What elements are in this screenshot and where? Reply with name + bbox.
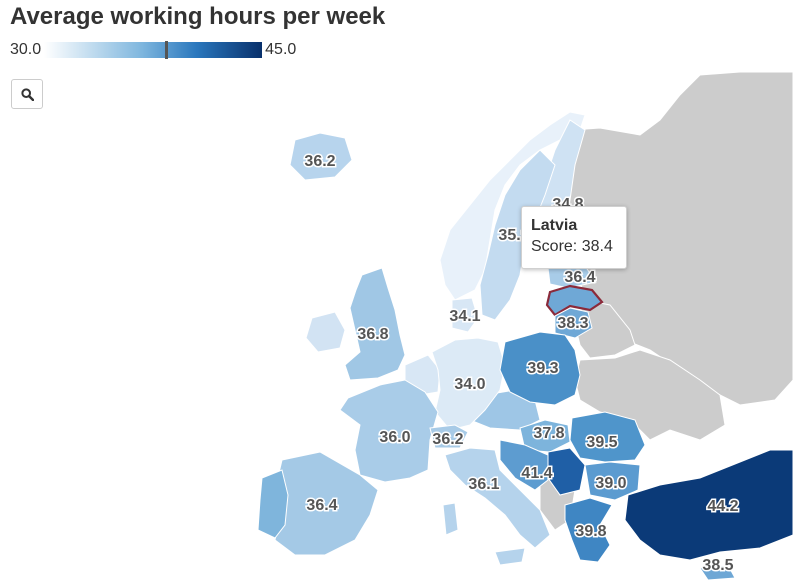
country-tooltip: Latvia Score: 38.4 (521, 206, 627, 269)
country-denmark[interactable] (451, 297, 479, 333)
label-estonia: 36.4 (564, 269, 595, 286)
label-cyprus: 38.5 (702, 557, 733, 574)
region-ukraine (574, 349, 726, 441)
legend-min-label: 30.0 (10, 41, 42, 58)
label-germany: 34.0 (454, 376, 485, 393)
zoom-button[interactable] (11, 79, 43, 109)
region-norway (439, 111, 586, 301)
legend-max-label: 45.0 (265, 41, 297, 58)
country-sweden[interactable] (479, 149, 556, 321)
tooltip-country-name: Latvia (531, 217, 578, 234)
country-greece[interactable] (564, 497, 613, 563)
country-turkey[interactable] (624, 449, 793, 561)
legend-value-marker (164, 41, 168, 59)
label-hungary: 37.8 (533, 425, 564, 442)
label-greece: 39.8 (575, 523, 606, 540)
label-iceland: 36.2 (304, 153, 335, 170)
country-bulgaria[interactable] (584, 461, 641, 501)
tooltip-score: Score: 38.4 (531, 238, 617, 256)
label-lithuania: 38.3 (557, 315, 588, 332)
country-poland[interactable] (499, 331, 581, 406)
label-bulgaria: 39.0 (595, 475, 626, 492)
country-germany[interactable] (431, 337, 506, 431)
country-italy[interactable] (444, 447, 551, 549)
label-poland: 39.3 (527, 360, 558, 377)
legend-gradient-bar (44, 41, 263, 59)
label-france: 36.0 (379, 429, 410, 446)
label-united-kingdom: 36.8 (357, 326, 388, 343)
region-ireland (305, 311, 346, 353)
tooltip-score-value: 38.4 (581, 238, 613, 255)
label-italy: 36.1 (468, 476, 499, 493)
search-icon (20, 87, 34, 101)
country-lithuania[interactable] (554, 307, 593, 339)
page-title: Average working hours per week (10, 3, 386, 30)
label-serbia: 41.4 (521, 465, 552, 482)
country-france[interactable] (339, 379, 439, 483)
country-united-kingdom[interactable] (344, 267, 406, 381)
country-latvia[interactable] (545, 284, 604, 317)
label-romania: 39.5 (586, 434, 617, 451)
country-switzerland[interactable] (429, 424, 469, 449)
country-romania[interactable] (569, 411, 646, 463)
tooltip-score-label: Score: (531, 238, 578, 255)
country-iceland[interactable] (289, 132, 353, 181)
label-turkey: 44.2 (707, 498, 738, 515)
region-sardinia (442, 502, 459, 536)
label-spain: 36.4 (306, 497, 337, 514)
region-portugal (257, 469, 289, 539)
country-cyprus[interactable] (699, 564, 736, 581)
label-switzerland: 36.2 (432, 431, 463, 448)
label-denmark: 34.1 (449, 308, 480, 325)
color-legend: 30.0 45.0 (10, 40, 296, 60)
region-sicily (494, 547, 526, 566)
region-croatia-bosnia (499, 439, 549, 491)
